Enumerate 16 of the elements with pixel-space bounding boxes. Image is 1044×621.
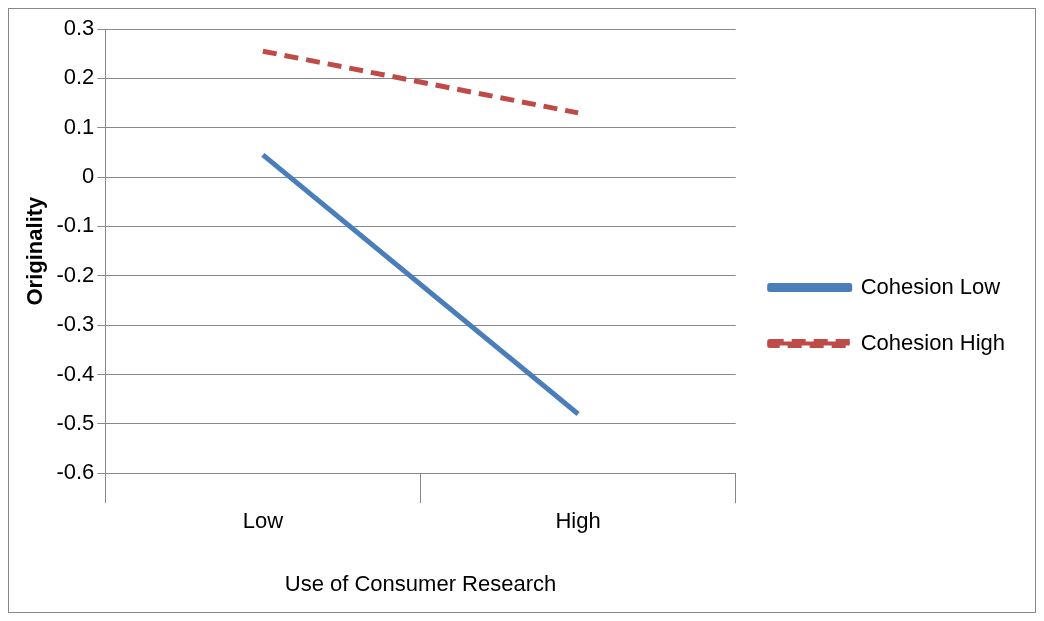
y-tick-label: 0 [82,163,95,189]
y-tick-label: 0.2 [63,64,95,90]
y-tick-label: -0.6 [56,459,95,485]
y-tick-label: 0.3 [63,15,95,41]
y-tick-label: -0.3 [56,311,95,337]
y-axis-title: Originality [22,195,48,306]
y-tick-label: -0.5 [56,409,95,435]
y-tick-label: 0.1 [63,113,95,139]
y-tick-label: -0.2 [56,261,95,287]
y-tick-label: -0.4 [56,360,95,386]
x-axis-title: Use of Consumer Research [284,570,557,596]
x-tick-label: Low [242,508,284,534]
x-tick-label: High [555,508,601,534]
legend-label: Cohesion High [860,329,1005,355]
y-tick-label: -0.1 [56,212,95,238]
legend-label: Cohesion Low [860,273,1001,299]
